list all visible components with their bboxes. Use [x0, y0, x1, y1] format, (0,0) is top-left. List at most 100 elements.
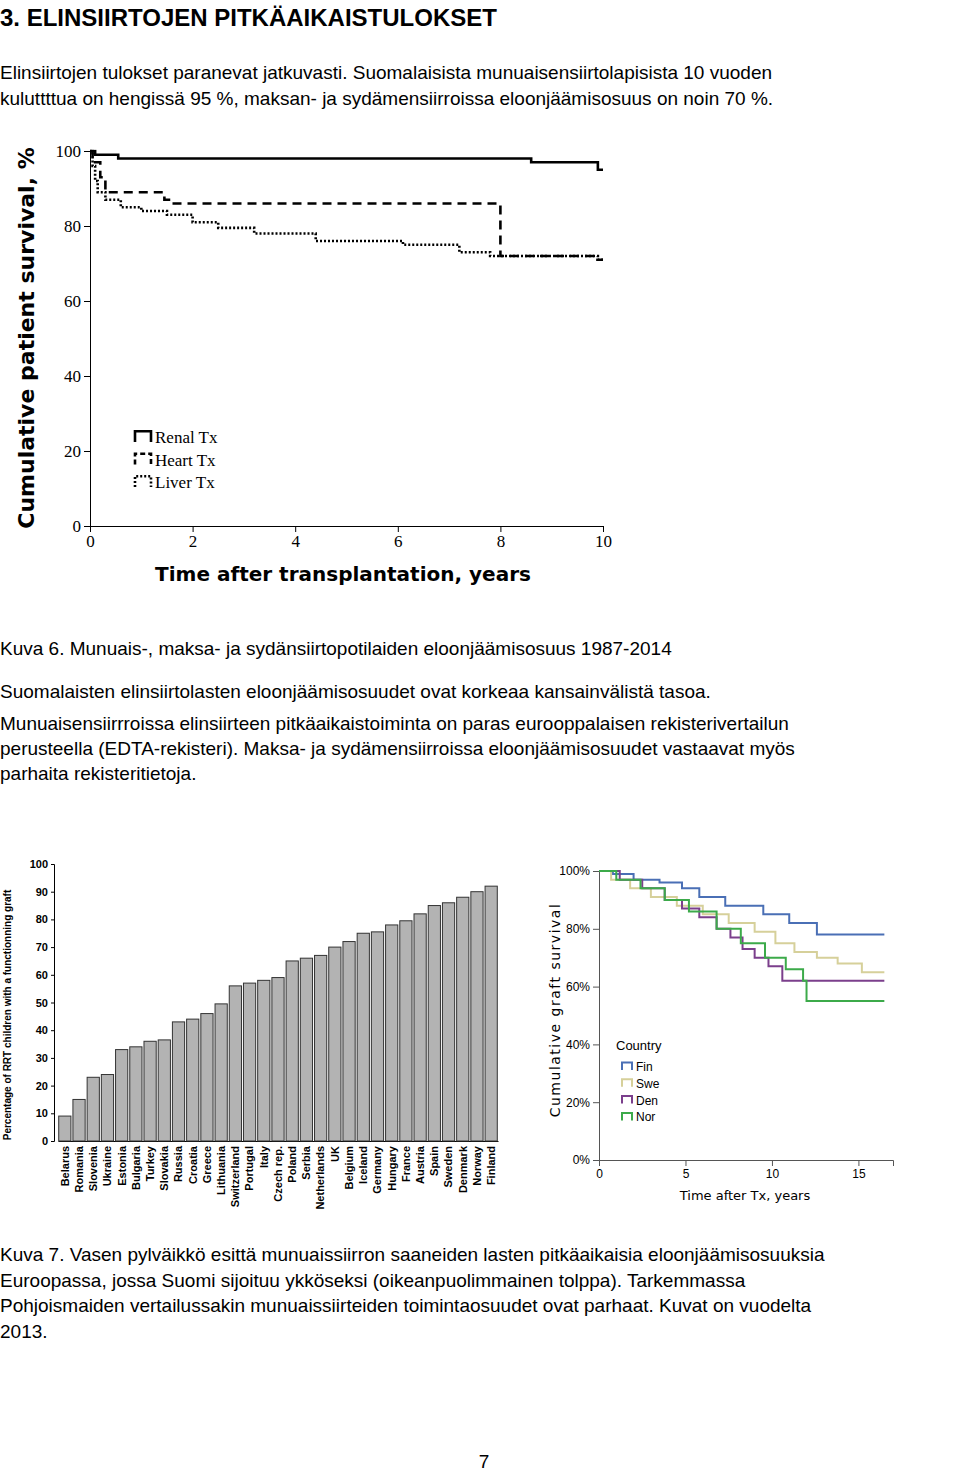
- tick: Portugal: [243, 1146, 255, 1191]
- tick: France: [400, 1146, 412, 1182]
- axis: 0246810: [86, 526, 612, 551]
- tick-mark: [593, 987, 599, 988]
- tick-label: 40: [36, 1024, 48, 1036]
- tick: 60%: [566, 980, 599, 994]
- heading: 3. ELINSIIRTOJEN PITKÄAIKAISTULOKSET: [0, 4, 497, 31]
- axis-title: Cumulative patient survival, %: [14, 147, 39, 528]
- tick-label: Ukraine: [101, 1146, 113, 1186]
- tick: 50: [36, 997, 54, 1009]
- bar: [258, 980, 270, 1141]
- tick: 6: [394, 526, 403, 551]
- tick-label: Belarus: [59, 1146, 71, 1186]
- tick-label: 100%: [559, 864, 590, 878]
- tick-label: Greece: [201, 1146, 213, 1183]
- tick-label: 100: [56, 142, 82, 161]
- tick-label: Slovakia: [158, 1145, 170, 1191]
- bar: [442, 903, 454, 1141]
- bar: [400, 921, 412, 1141]
- tick-label: Norway: [471, 1145, 483, 1186]
- bar: [59, 1116, 71, 1141]
- tick-mark: [84, 226, 90, 227]
- tick-label: Finland: [485, 1146, 497, 1185]
- tick: 100%: [559, 864, 599, 878]
- tick-label: Croatia: [187, 1145, 199, 1184]
- bar: [371, 932, 383, 1141]
- tick-label: 40: [64, 367, 81, 386]
- tick-label: 2: [189, 532, 198, 551]
- tick: 0%: [573, 1153, 599, 1167]
- tick-label: 20: [64, 442, 81, 461]
- tick: 40: [36, 1024, 54, 1036]
- tick: Poland: [286, 1146, 298, 1183]
- tick-label: Italy: [258, 1145, 270, 1168]
- tick: Italy: [258, 1145, 270, 1168]
- tick-label: Slovenia: [87, 1145, 99, 1191]
- legend-label: Heart Tx: [155, 451, 216, 470]
- tick-label: 50: [36, 997, 48, 1009]
- tick-label: Serbia: [300, 1145, 312, 1180]
- bar: [229, 986, 241, 1141]
- bar: [201, 1014, 213, 1141]
- tick-mark: [84, 301, 90, 302]
- tick: 40%: [566, 1038, 599, 1052]
- caption: Pohjoismaiden vertailussakin munuaissiir…: [0, 1295, 812, 1316]
- bar: [172, 1022, 184, 1141]
- tick: 15: [852, 1160, 866, 1181]
- tick: Turkey: [144, 1145, 156, 1181]
- tick: 80: [36, 913, 54, 925]
- tick-mark: [51, 1113, 54, 1114]
- tick: Lithuania: [215, 1145, 227, 1195]
- tick: 30: [36, 1052, 54, 1064]
- paragraph-line: perusteella (EDTA-rekisteri). Maksa- ja …: [0, 738, 795, 759]
- tick: 60: [64, 292, 90, 311]
- bar: [485, 886, 497, 1141]
- series-line: [90, 151, 603, 260]
- tick-mark: [51, 1030, 54, 1031]
- tick: Sweden: [442, 1146, 454, 1188]
- tick: 100: [56, 142, 91, 161]
- tick-mark: [51, 1141, 54, 1142]
- tick-label: 15: [852, 1167, 866, 1181]
- tick-label: 60: [36, 969, 48, 981]
- series-line: [90, 151, 603, 260]
- legend-symbol: [135, 431, 151, 442]
- legend-label: Den: [636, 1094, 658, 1108]
- tick: 0: [42, 1135, 54, 1147]
- chart: 0246810020406080100Cumulative patient su…: [14, 142, 612, 586]
- tick-mark: [593, 929, 599, 930]
- paragraph-line: kuluttttua on hengissä 95 %, maksan- ja …: [0, 88, 773, 109]
- tick: 20: [64, 442, 90, 461]
- paragraph-line: Suomalaisten elinsiirtolasten eloonjäämi…: [0, 681, 711, 702]
- axis: 020406080100: [56, 142, 91, 536]
- tick: 10: [766, 1160, 780, 1181]
- tick: Serbia: [300, 1145, 312, 1180]
- tick-label: 10: [766, 1167, 780, 1181]
- tick-mark: [685, 1160, 686, 1166]
- axis-line: [51, 865, 55, 1142]
- page: 3. ELINSIIRTOJEN PITKÄAIKAISTULOKSETElin…: [0, 0, 960, 1471]
- tick: Romania: [73, 1145, 85, 1192]
- axis-title: Percentage of RRT children with a functi…: [2, 889, 13, 1140]
- legend-symbol: [135, 476, 151, 487]
- bar: [73, 1099, 85, 1141]
- tick: Belgium: [343, 1146, 355, 1190]
- bar: [215, 1004, 227, 1141]
- tick: Czech rep.: [272, 1146, 284, 1202]
- bar: [315, 955, 327, 1141]
- tick-label: Czech rep.: [272, 1146, 284, 1202]
- tick-label: Germany: [371, 1145, 383, 1194]
- tick: Slovakia: [158, 1145, 170, 1191]
- legend-symbol: [622, 1063, 632, 1071]
- tick-mark: [84, 526, 90, 527]
- tick: Croatia: [187, 1145, 199, 1184]
- tick: Estonia: [116, 1145, 128, 1186]
- bar: [158, 1040, 170, 1141]
- legend-symbol: [135, 454, 151, 465]
- legend: CountryFinSweDenNor: [616, 1038, 662, 1124]
- tick-label: 70: [36, 941, 48, 953]
- tick: 60: [36, 969, 54, 981]
- axis-title: Cumulative graft survival: [547, 903, 563, 1118]
- tick-label: 0: [42, 1135, 48, 1147]
- bar: [428, 906, 440, 1141]
- tick-label: Poland: [286, 1146, 298, 1183]
